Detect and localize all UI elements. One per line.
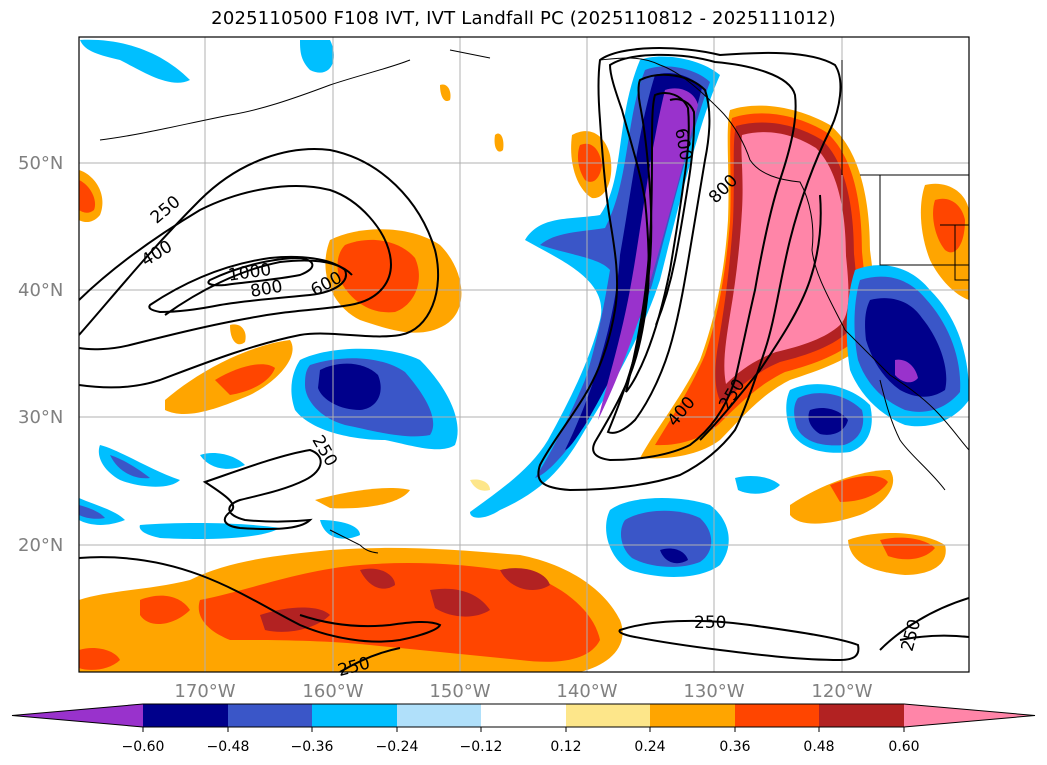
colorbar-swatch bbox=[312, 704, 397, 727]
colorbar-extend-max bbox=[904, 704, 1035, 727]
map-title: 2025110500 F108 IVT, IVT Landfall PC (20… bbox=[211, 8, 836, 29]
colorbar-swatch bbox=[819, 704, 904, 727]
colorbar-extend-min bbox=[12, 704, 143, 727]
lat-label: 20°N bbox=[18, 535, 63, 556]
colorbar-tick-label: −0.36 bbox=[291, 739, 334, 755]
lon-label: 150°W bbox=[429, 681, 490, 702]
colorbar-tick-label: 0.36 bbox=[719, 739, 750, 755]
lat-label: 30°N bbox=[18, 407, 63, 428]
colorbar-tick-label: 0.60 bbox=[888, 739, 919, 755]
colorbar-swatch bbox=[228, 704, 312, 727]
colorbar-swatch bbox=[735, 704, 819, 727]
colorbar-swatch bbox=[481, 704, 566, 727]
lat-label: 50°N bbox=[18, 153, 63, 174]
colorbar-tick-label: 0.48 bbox=[803, 739, 834, 755]
colorbar-tick-label: −0.24 bbox=[376, 739, 419, 755]
graticule bbox=[79, 37, 969, 672]
lon-label: 120°W bbox=[811, 681, 872, 702]
colorbar-tick-label: −0.60 bbox=[122, 739, 165, 755]
lon-label: 160°W bbox=[302, 681, 363, 702]
colorbar-ticks: −0.60 −0.48 −0.36 −0.24 −0.12 0.12 0.24 … bbox=[122, 739, 920, 755]
colorbar-swatches bbox=[11, 703, 1036, 732]
colorbar-swatch bbox=[566, 704, 650, 727]
latitude-labels: 50°N 40°N 30°N 20°N bbox=[18, 153, 63, 556]
colorbar: −0.60 −0.48 −0.36 −0.24 −0.12 0.12 0.24 … bbox=[11, 703, 1036, 755]
colorbar-tick-label: 0.12 bbox=[550, 739, 581, 755]
colorbar-swatch bbox=[650, 704, 735, 727]
lon-label: 170°W bbox=[174, 681, 235, 702]
ivt-contours bbox=[79, 47, 969, 672]
colorbar-tick-label: −0.48 bbox=[207, 739, 250, 755]
colorbar-swatch bbox=[397, 704, 481, 727]
lat-label: 40°N bbox=[18, 280, 63, 301]
colorbar-swatch bbox=[143, 704, 228, 727]
colorbar-tick-label: −0.12 bbox=[460, 739, 503, 755]
lon-label: 140°W bbox=[556, 681, 617, 702]
coastlines bbox=[99, 49, 969, 554]
longitude-labels: 170°W 160°W 150°W 140°W 130°W 120°W bbox=[174, 681, 872, 702]
colorbar-tick-label: 0.24 bbox=[634, 739, 665, 755]
lon-label: 130°W bbox=[683, 681, 744, 702]
contour-label: 250 bbox=[694, 613, 726, 633]
map-frame bbox=[78, 36, 970, 673]
